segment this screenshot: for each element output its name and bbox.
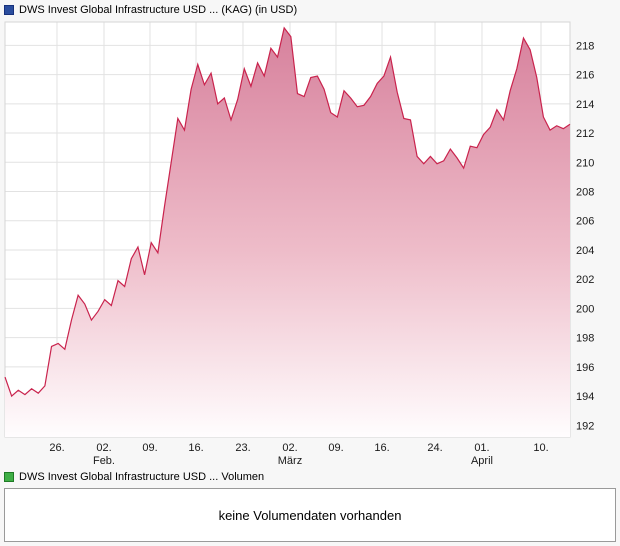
- volume-empty-box: keine Volumendaten vorhanden: [4, 488, 616, 542]
- x-tick-label: 23.: [235, 442, 250, 454]
- y-tick-label: 210: [576, 157, 594, 169]
- month-label: März: [278, 455, 302, 467]
- y-tick-label: 202: [576, 274, 594, 286]
- y-tick-label: 206: [576, 216, 594, 228]
- price-line: [4, 26, 571, 398]
- y-axis-labels: 192 194 196 198 200 202 204 206 208 210 212 214 216 2…: [576, 40, 594, 432]
- volume-series-marker-icon: [4, 472, 14, 482]
- y-tick-label: 214: [576, 99, 594, 111]
- price-chart-title: DWS Invest Global Infrastructure USD ...…: [19, 4, 298, 16]
- y-tick-label: 212: [576, 128, 594, 140]
- price-legend: DWS Invest Global Infrastructure USD ...…: [0, 0, 620, 17]
- x-tick-label: 02.: [282, 442, 297, 454]
- y-tick-label: 192: [576, 420, 594, 432]
- volume-legend: DWS Invest Global Infrastructure USD ...…: [0, 467, 620, 484]
- y-tick-label: 204: [576, 245, 594, 257]
- volume-empty-message: keine Volumendaten vorhanden: [218, 507, 402, 523]
- y-tick-label: 196: [576, 362, 594, 374]
- x-tick-label: 16.: [374, 442, 389, 454]
- y-tick-label: 216: [576, 70, 594, 82]
- x-axis-labels: 26. 02. 09. 16. 23. 02. 09. 16. 24. 01. 10. Feb. Mär…: [49, 442, 548, 467]
- y-tick-label: 218: [576, 40, 594, 52]
- x-tick-label: 09.: [328, 442, 343, 454]
- x-tick-label: 24.: [427, 442, 442, 454]
- x-tick-label: 26.: [49, 442, 64, 454]
- month-label: April: [471, 455, 493, 467]
- month-label: Feb.: [93, 455, 115, 467]
- y-tick-label: 200: [576, 303, 594, 315]
- x-tick-label: 02.: [96, 442, 111, 454]
- volume-chart-title: DWS Invest Global Infrastructure USD ...…: [19, 471, 265, 483]
- x-tick-label: 16.: [188, 442, 203, 454]
- x-tick-label: 10.: [533, 442, 548, 454]
- y-tick-label: 198: [576, 333, 594, 345]
- y-tick-label: 194: [576, 391, 594, 403]
- price-series-marker-icon: [4, 5, 14, 15]
- price-area: [5, 27, 570, 437]
- x-tick-label: 01.: [474, 442, 489, 454]
- x-tick-label: 09.: [142, 442, 157, 454]
- y-tick-label: 208: [576, 187, 594, 199]
- price-chart: 192 194 196 198 200 202 204 206 208 210 212 214 216 2…: [4, 21, 594, 467]
